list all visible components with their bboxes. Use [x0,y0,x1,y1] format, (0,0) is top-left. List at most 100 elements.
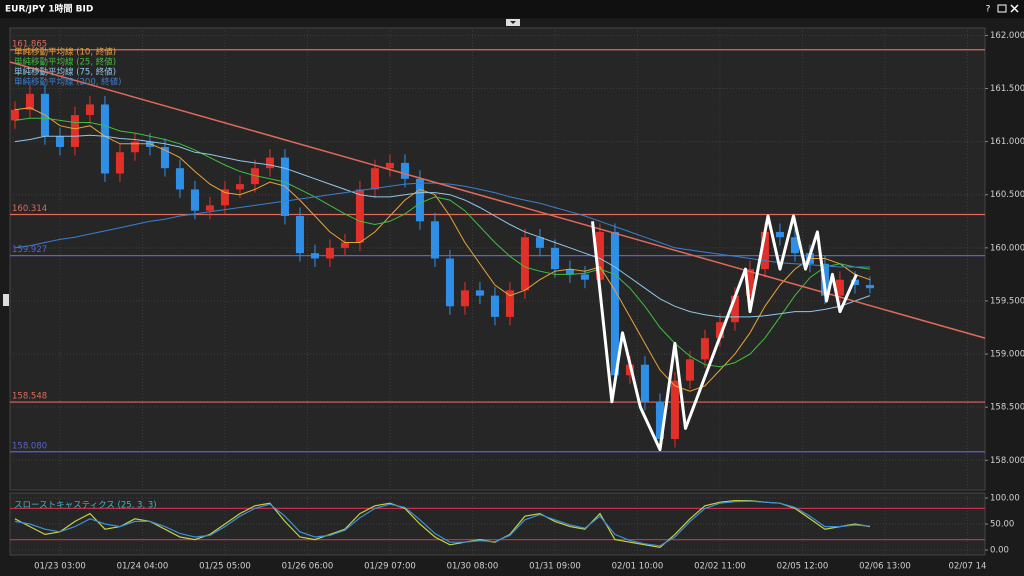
candle-body [295,215,304,254]
candle-body [610,231,619,376]
window-title: EUR/JPY 1時間 BID [5,3,93,15]
x-tick-label: 02/02 11:00 [694,562,746,572]
candle-body [130,141,139,153]
x-tick-label: 01/25 05:00 [199,562,251,572]
level-label: 159.927 [12,245,47,255]
candle-body [310,253,319,259]
candle-body [760,231,769,270]
candle-body [85,104,94,116]
x-tick-label: 01/31 09:00 [529,562,581,572]
candle-body [655,401,664,440]
candle-body [700,338,709,360]
candle-body [850,279,859,286]
level-label: 160.314 [12,204,47,214]
legend-entry: 単純移動平均線 (75, 終値) [14,67,116,78]
y-tick-label: 160.500 [990,190,1024,200]
side-toggle[interactable] [3,294,9,306]
x-tick-label: 01/24 04:00 [117,562,169,572]
candle-body [235,184,244,190]
y-tick-label: 158.500 [990,403,1024,413]
level-label: 158.080 [12,441,47,451]
y-tick-label: 161.000 [990,137,1024,147]
trendline [9,61,986,339]
candle-body [220,189,229,206]
y-tick-label: 159.500 [990,296,1024,306]
candle-body [370,168,379,190]
x-tick-label: 01/30 08:00 [447,562,499,572]
candle-body [115,152,124,174]
y-tick-label: 160.000 [990,243,1024,253]
candle-body [505,290,514,317]
candle-body [190,189,199,211]
candle-body [460,290,469,307]
level-label: 161.865 [12,39,47,49]
candle-body [565,269,574,275]
series-line [14,182,870,268]
candle-body [445,258,454,307]
candle-body [160,146,169,169]
candle-body [535,237,544,248]
candle-body [670,380,679,440]
candle-body [55,136,64,147]
y-tick-label: 50.00 [990,520,1014,530]
candle-body [730,295,739,323]
collapse-icon [510,21,516,24]
series-line [14,107,871,392]
maximize-button[interactable] [997,4,1007,13]
y-tick-label: 0.00 [990,546,1009,556]
candle-body [385,162,394,169]
candle-body [520,237,529,291]
candle-body [775,231,784,238]
y-tick-label: 159.000 [990,350,1024,360]
level-label: 158.548 [12,392,47,402]
x-tick-label: 02/05 12:00 [777,562,829,572]
candle-body [835,279,844,296]
candle-body [595,231,604,280]
candle-body [175,168,184,190]
candle-body [340,242,349,248]
legend-entry: 単純移動平均線 (10, 終値) [14,47,116,58]
candle-body [715,322,724,339]
y-tick-label: 161.500 [990,84,1024,94]
candle-body [415,178,424,222]
candle-body [790,237,799,254]
candle-body [25,93,34,110]
x-tick-label: 01/29 07:00 [364,562,416,572]
y-tick-label: 162.000 [990,31,1024,41]
y-tick-label: 158.000 [990,456,1024,466]
panel-title: スローストキャスティクス (25, 3, 3) [14,501,157,511]
candle-body [10,109,19,121]
candle-body [265,157,274,169]
candle-body [430,221,439,259]
zigzag-annotation [591,214,858,452]
candle-body [205,205,214,211]
x-tick-label: 01/23 03:00 [34,562,86,572]
series-line [14,500,871,549]
candle-body [70,115,79,147]
candle-body [325,247,334,259]
candle-body [100,104,109,174]
candle-body [745,269,754,296]
candle-body [580,274,589,280]
series-line [14,500,871,547]
candle-body [550,247,559,270]
y-tick-label: 100.00 [990,493,1020,503]
help-button[interactable]: ? [986,5,991,15]
x-tick-label: 02/07 14 [948,562,986,572]
series-line [14,117,871,368]
candle-body [250,168,259,185]
legend-entry: 単純移動平均線 (200, 終値) [14,77,121,88]
candle-body [640,364,649,402]
x-tick-label: 02/01 10:00 [612,562,664,572]
x-tick-label: 02/06 13:00 [859,562,911,572]
candle-body [865,285,874,289]
x-tick-label: 01/26 06:00 [282,562,334,572]
candle-body [355,189,364,243]
price-panel [9,27,986,491]
legend-entry: 単純移動平均線 (25, 終値) [14,57,116,68]
candle-body [475,290,484,296]
candle-body [400,162,409,179]
close-button[interactable] [1010,4,1019,13]
